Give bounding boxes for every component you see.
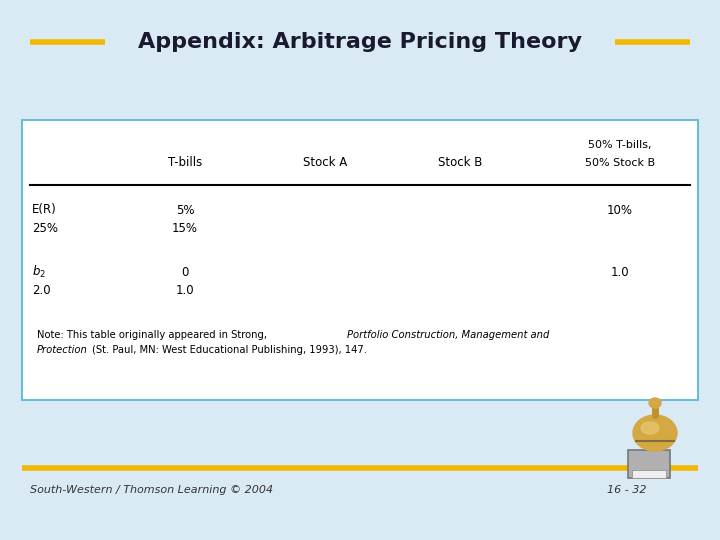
Text: Stock B: Stock B [438,157,482,170]
Text: Protection: Protection [37,345,88,355]
Text: Stock A: Stock A [303,157,347,170]
Text: $b_2$: $b_2$ [32,264,46,280]
Text: 0: 0 [181,266,189,279]
FancyBboxPatch shape [632,470,666,478]
Text: T-bills: T-bills [168,157,202,170]
Text: Note: This table originally appeared in Strong,: Note: This table originally appeared in … [37,330,270,340]
Ellipse shape [641,422,659,434]
Text: 5%: 5% [176,204,194,217]
Ellipse shape [633,415,677,451]
Text: (St. Paul, MN: West Educational Publishing, 1993), 147.: (St. Paul, MN: West Educational Publishi… [92,345,367,355]
Text: 16 - 32: 16 - 32 [607,485,647,495]
Text: 10%: 10% [607,204,633,217]
Text: 2.0: 2.0 [32,284,50,296]
Text: 1.0: 1.0 [176,284,194,296]
FancyBboxPatch shape [628,450,670,478]
Text: Appendix: Arbitrage Pricing Theory: Appendix: Arbitrage Pricing Theory [138,32,582,52]
Text: E(R): E(R) [32,204,57,217]
FancyBboxPatch shape [22,120,698,400]
Text: 15%: 15% [172,221,198,234]
Ellipse shape [649,398,661,408]
Text: 50% Stock B: 50% Stock B [585,158,655,168]
Text: 25%: 25% [32,221,58,234]
Text: Portfolio Construction, Management and: Portfolio Construction, Management and [347,330,549,340]
Text: South-Western / Thomson Learning © 2004: South-Western / Thomson Learning © 2004 [30,485,273,495]
Text: 1.0: 1.0 [611,266,629,279]
Text: 50% T-bills,: 50% T-bills, [588,140,652,150]
